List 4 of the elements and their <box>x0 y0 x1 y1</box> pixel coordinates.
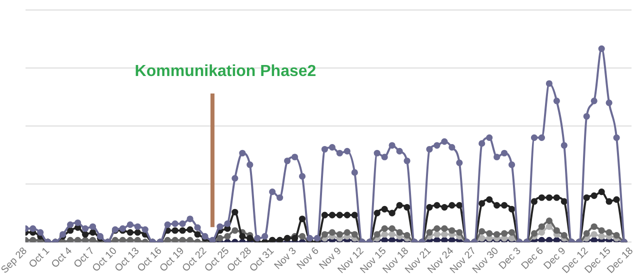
x-tick-label: Oct 1 <box>27 245 52 270</box>
x-tick-label: Sep 28 <box>0 245 30 276</box>
x-tick-label: Oct 4 <box>50 245 75 270</box>
ref-line-label: Kommunikation Phase2 <box>134 62 316 80</box>
